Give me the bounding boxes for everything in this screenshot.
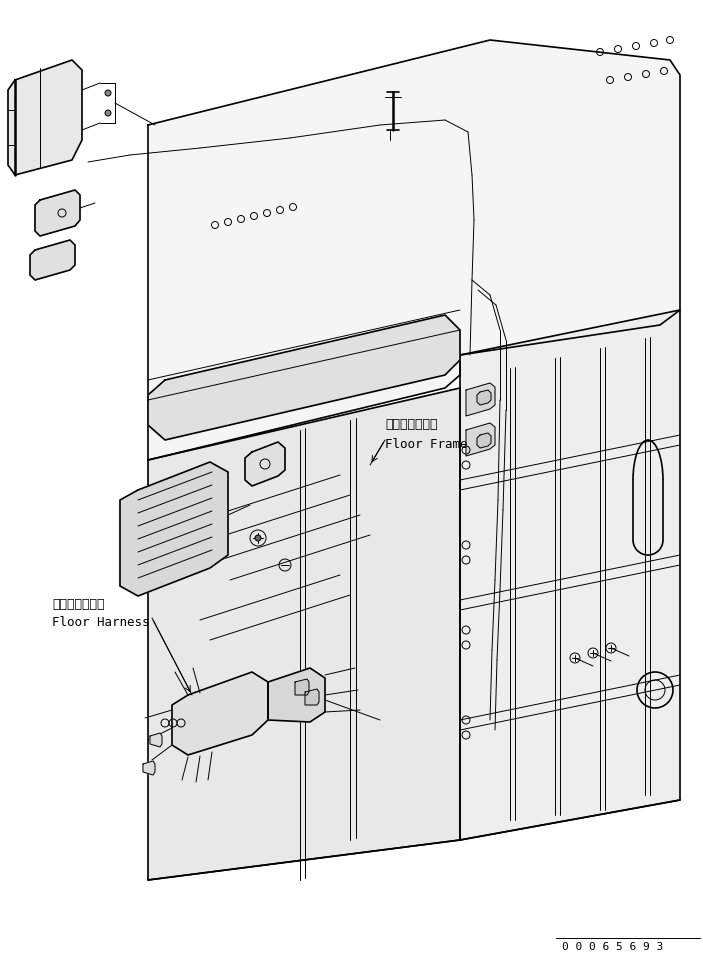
- Polygon shape: [268, 668, 325, 722]
- Polygon shape: [150, 733, 162, 747]
- Polygon shape: [460, 310, 680, 840]
- Polygon shape: [148, 40, 680, 460]
- Circle shape: [255, 535, 261, 541]
- Polygon shape: [305, 689, 319, 705]
- Polygon shape: [8, 60, 82, 175]
- Polygon shape: [466, 383, 495, 416]
- Text: Floor Frame: Floor Frame: [385, 438, 467, 452]
- Text: 0 0 0 6 5 6 9 3: 0 0 0 6 5 6 9 3: [562, 942, 663, 952]
- Polygon shape: [148, 388, 460, 880]
- Polygon shape: [466, 423, 495, 456]
- Polygon shape: [120, 462, 228, 596]
- Text: フロアフレーム: フロアフレーム: [385, 418, 437, 432]
- Polygon shape: [35, 190, 80, 236]
- Polygon shape: [30, 240, 75, 280]
- Text: Floor Harness: Floor Harness: [52, 615, 150, 629]
- Polygon shape: [148, 315, 460, 440]
- Polygon shape: [295, 679, 309, 695]
- Circle shape: [105, 90, 111, 96]
- Polygon shape: [245, 442, 285, 486]
- Text: フロアハーネス: フロアハーネス: [52, 597, 105, 611]
- Polygon shape: [477, 433, 491, 448]
- Polygon shape: [143, 761, 155, 775]
- Polygon shape: [172, 672, 268, 755]
- Polygon shape: [477, 390, 491, 405]
- Circle shape: [105, 110, 111, 116]
